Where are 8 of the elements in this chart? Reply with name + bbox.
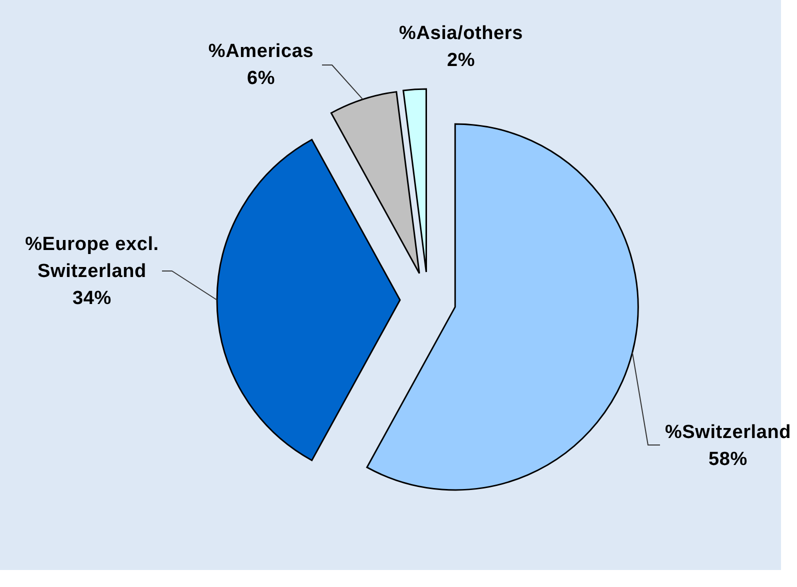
- slice-label: %Asia/others: [399, 23, 523, 44]
- data-label: 6%: [246, 68, 276, 89]
- data-label: 2%: [446, 50, 476, 71]
- data-label: 34%: [72, 288, 112, 309]
- slice-label: %Switzerland: [664, 422, 792, 443]
- slice-label: %Americas: [208, 41, 314, 62]
- data-label: 58%: [708, 449, 748, 470]
- slice-label: %Europe excl. Switzerland: [25, 234, 159, 282]
